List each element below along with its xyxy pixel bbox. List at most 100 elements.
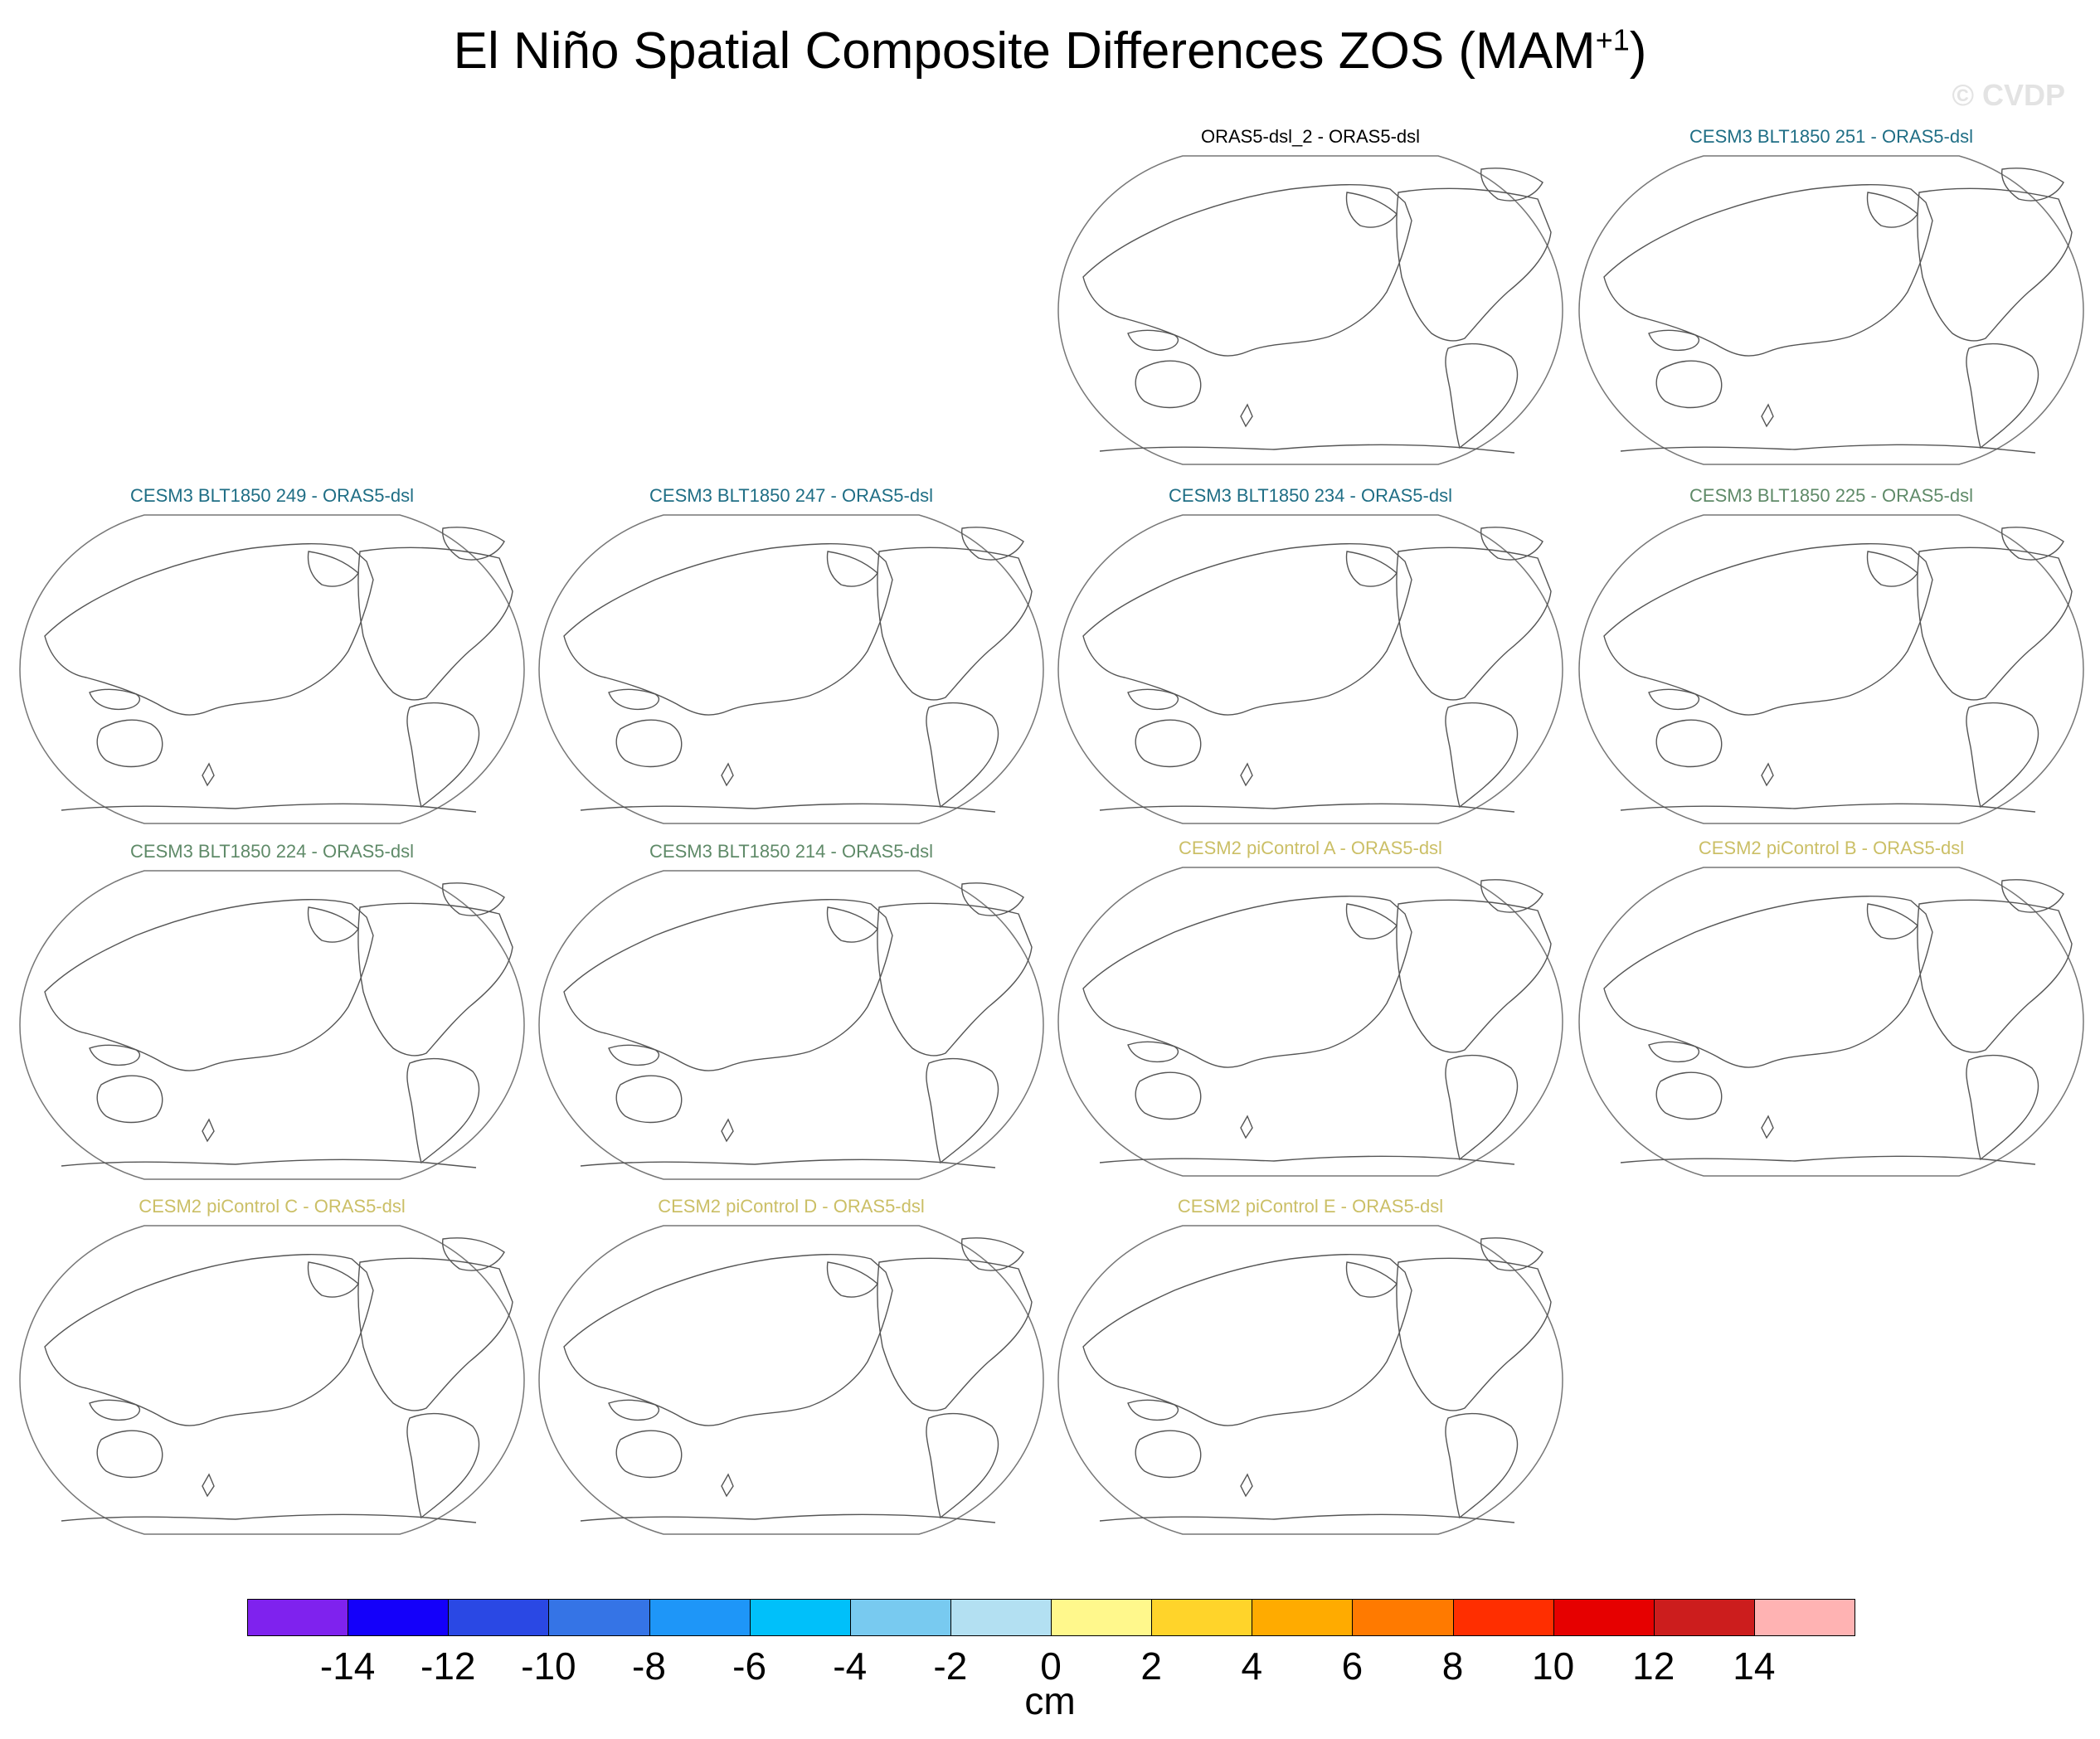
alaska-coast <box>1866 903 1918 940</box>
asia-coast <box>44 543 374 716</box>
map-boundary <box>19 514 525 824</box>
panel-title: CESM2 piControl A - ORAS5-dsl <box>1179 838 1442 858</box>
antarctica-coast <box>1620 444 2036 454</box>
maritime-continent-coast <box>1648 688 1699 711</box>
north-america-coast <box>877 902 1033 1057</box>
asia-coast <box>1603 896 1933 1068</box>
south-america-coast <box>1445 1412 1519 1519</box>
colorbar-box <box>1452 1599 1554 1636</box>
panel-title: CESM2 piControl C - ORAS5-dsl <box>139 1196 406 1217</box>
south-america-coast <box>926 1057 999 1164</box>
world-map <box>1578 155 2084 465</box>
map-panel: CESM3 BLT1850 214 - ORAS5-dsl <box>531 841 1052 1181</box>
alaska-coast <box>1345 551 1398 587</box>
greenland-coast <box>1480 527 1543 561</box>
maritime-continent-coast <box>608 1044 659 1066</box>
colorbar-box <box>749 1599 851 1636</box>
new-zealand-coast <box>202 1118 215 1143</box>
antarctica-coast <box>1099 1155 1515 1165</box>
map-boundary <box>538 514 1044 824</box>
new-zealand-coast <box>721 1118 734 1143</box>
world-map <box>538 514 1044 824</box>
australia-coast <box>1135 1430 1202 1479</box>
world-map <box>1057 867 1563 1177</box>
greenland-coast <box>2001 879 2064 913</box>
greenland-coast <box>2001 527 2064 561</box>
asia-coast <box>563 899 893 1071</box>
australia-coast <box>615 719 683 768</box>
asia-coast <box>44 1254 374 1426</box>
colorbar-tick-label: -8 <box>632 1644 666 1688</box>
australia-coast <box>1135 719 1202 768</box>
asia-coast <box>1082 1254 1412 1426</box>
colorbar-box <box>348 1599 450 1636</box>
north-america-coast <box>357 1257 513 1411</box>
north-america-coast <box>1396 187 1552 342</box>
north-america-coast <box>1396 899 1552 1053</box>
alaska-coast <box>1345 903 1398 940</box>
australia-coast <box>615 1075 683 1124</box>
colorbar-tick-label: -2 <box>933 1644 968 1688</box>
colorbar-tick-label: -14 <box>319 1644 376 1688</box>
australia-coast <box>1655 1071 1723 1120</box>
greenland-coast <box>961 1237 1024 1271</box>
north-america-coast <box>357 546 513 701</box>
greenland-coast <box>442 527 505 561</box>
new-zealand-coast <box>202 762 215 787</box>
colorbar-tick-label: -12 <box>420 1644 476 1688</box>
map-boundary <box>1057 867 1563 1177</box>
panel-title: CESM3 BLT1850 249 - ORAS5-dsl <box>130 485 414 506</box>
new-zealand-coast <box>1761 403 1774 428</box>
maritime-continent-coast <box>1648 1041 1699 1063</box>
alaska-coast <box>307 906 359 943</box>
world-map <box>19 1225 525 1535</box>
south-america-coast <box>1445 342 1519 449</box>
asia-coast <box>1603 184 1933 357</box>
north-america-coast <box>877 1257 1033 1411</box>
panel-title: CESM3 BLT1850 251 - ORAS5-dsl <box>1689 126 1973 147</box>
maritime-continent-coast <box>608 1399 659 1421</box>
antarctica-coast <box>1099 803 1515 813</box>
asia-coast <box>1082 184 1412 357</box>
maritime-continent-coast <box>1127 1041 1179 1063</box>
map-boundary <box>538 1225 1044 1535</box>
alaska-coast <box>1866 551 1918 587</box>
new-zealand-coast <box>1240 403 1253 428</box>
alaska-coast <box>826 551 878 587</box>
greenland-coast <box>961 882 1024 916</box>
colorbar-tick-label: -4 <box>833 1644 868 1688</box>
north-america-coast <box>877 546 1033 701</box>
map-panel: CESM3 BLT1850 249 - ORAS5-dsl <box>12 485 532 825</box>
map-panel: CESM3 BLT1850 225 - ORAS5-dsl <box>1571 485 2092 825</box>
south-america-coast <box>406 702 480 809</box>
colorbar-box <box>1051 1599 1153 1636</box>
watermark: © CVDP <box>1952 78 2065 112</box>
panel-title: CESM2 piControl D - ORAS5-dsl <box>658 1196 925 1217</box>
australia-coast <box>1655 719 1723 768</box>
asia-coast <box>563 543 893 716</box>
world-map <box>1578 867 2084 1177</box>
maritime-continent-coast <box>89 688 140 711</box>
maritime-continent-coast <box>1648 329 1699 352</box>
map-boundary <box>538 870 1044 1180</box>
colorbar-units: cm <box>1024 1679 1076 1722</box>
antarctica-coast <box>580 1513 996 1523</box>
alaska-coast <box>826 1261 878 1298</box>
panel-title: CESM3 BLT1850 214 - ORAS5-dsl <box>649 841 933 862</box>
australia-coast <box>1655 360 1723 409</box>
colorbar-box <box>1653 1599 1755 1636</box>
colorbar-tick-label: -6 <box>732 1644 767 1688</box>
colorbar-box <box>1352 1599 1454 1636</box>
maritime-continent-coast <box>1127 1399 1179 1421</box>
panel-title: CESM3 BLT1850 247 - ORAS5-dsl <box>649 485 933 506</box>
asia-coast <box>563 1254 893 1426</box>
antarctica-coast <box>61 803 477 813</box>
asia-coast <box>1603 543 1933 716</box>
greenland-coast <box>1480 1237 1543 1271</box>
colorbar-box <box>448 1599 550 1636</box>
new-zealand-coast <box>1761 1115 1774 1139</box>
panel-title: CESM2 piControl E - ORAS5-dsl <box>1177 1196 1444 1217</box>
south-america-coast <box>1966 1054 2039 1161</box>
map-panel: CESM2 piControl D - ORAS5-dsl <box>531 1196 1052 1536</box>
panel-title: CESM3 BLT1850 234 - ORAS5-dsl <box>1169 485 1452 506</box>
